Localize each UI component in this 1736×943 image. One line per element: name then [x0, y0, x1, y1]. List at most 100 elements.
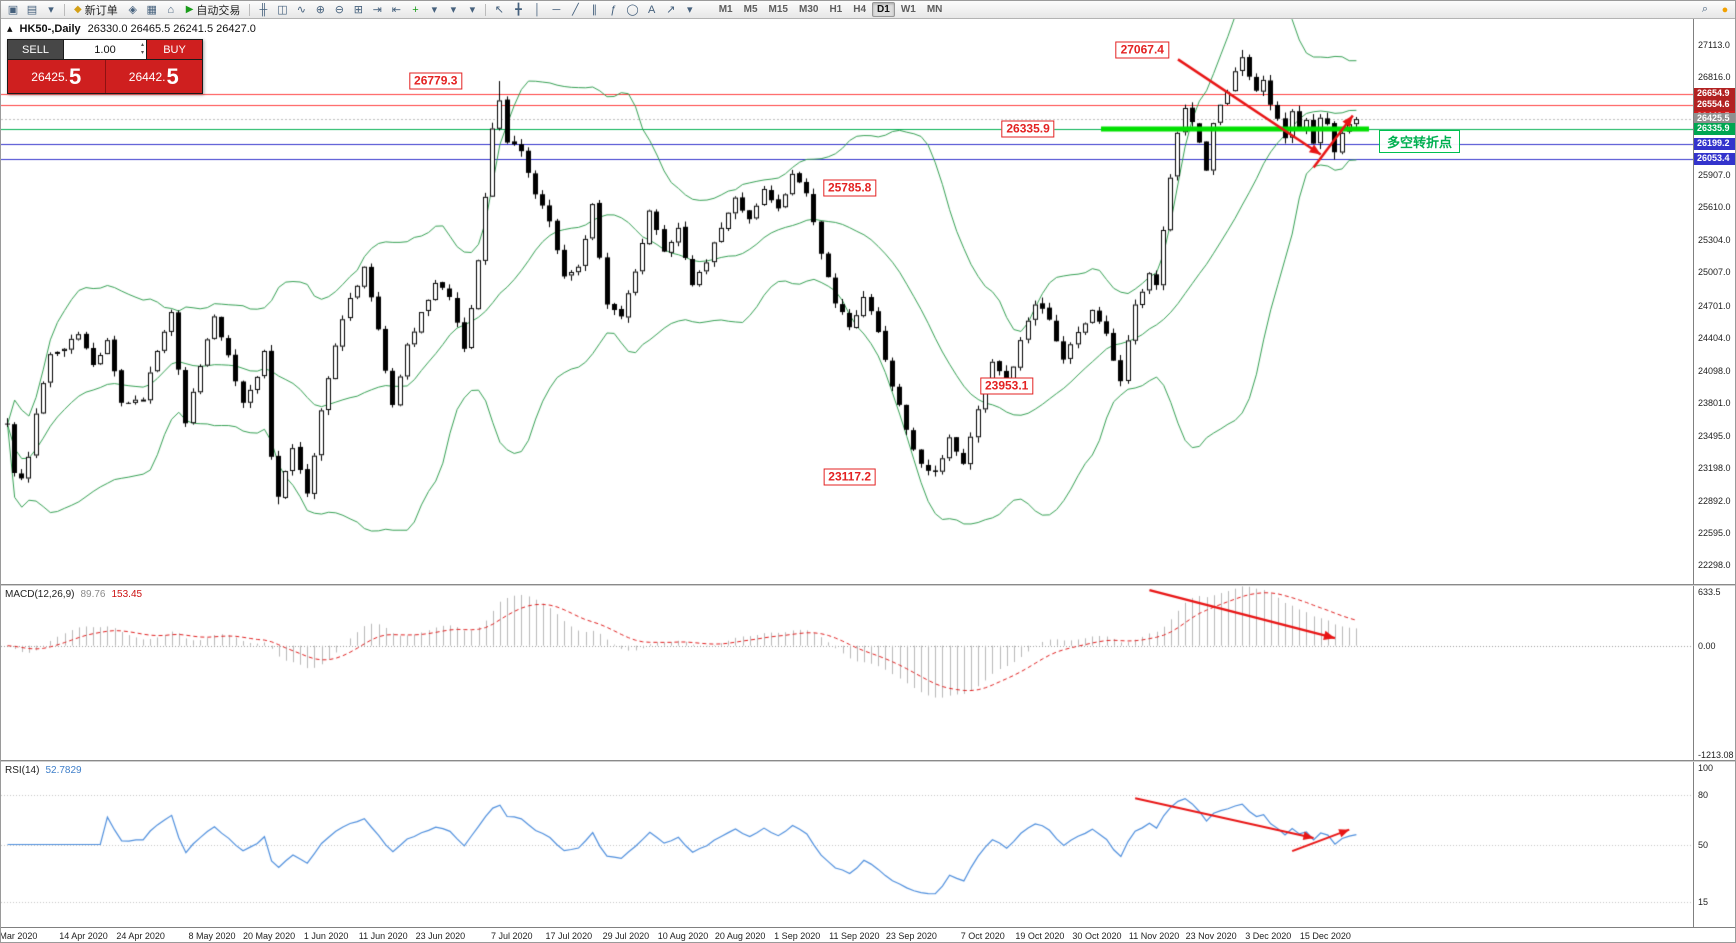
price-axis-tick: 25007.0 — [1698, 267, 1731, 278]
economic-calendar-icon[interactable]: ▦ — [146, 4, 157, 16]
text-icon[interactable]: A — [648, 3, 656, 16]
price-axis-tick: 27113.0 — [1698, 40, 1730, 51]
new-order-label: 新订单 — [84, 4, 118, 17]
rsi-name: RSI(14) — [5, 765, 40, 776]
volume-spinner-down[interactable]: ▾ — [140, 50, 144, 56]
price-tag: 26335.9 — [1694, 122, 1735, 135]
time-axis-label: 7 Jul 2020 — [490, 931, 533, 941]
timeframe-m15[interactable]: M15 — [768, 4, 788, 15]
rsi-axis-tick: 100 — [1698, 763, 1714, 773]
indicators-caret-icon[interactable]: ▾ — [431, 4, 438, 16]
price-axis-tick: 25304.0 — [1698, 235, 1731, 246]
rsi-axis-tick: 50 — [1698, 839, 1709, 850]
time-axis-label: 31 Mar 2020 — [1, 931, 38, 941]
profiles-icon[interactable]: ▤ — [26, 4, 38, 16]
price-axis[interactable]: 27113.0 26816.0 25907.0 25610.0 25304.0 25007… — [1693, 19, 1735, 927]
auto-trading-icon: ▶ — [185, 4, 194, 15]
time-axis-label: 3 Dec 2020 — [1245, 931, 1292, 941]
auto-trading-button[interactable]: ▶ 自动交易 — [181, 2, 246, 18]
line-chart-icon[interactable]: ∿ — [296, 4, 307, 16]
macd-axis-tick: 0.00 — [1698, 640, 1716, 651]
timeframe-m30[interactable]: M30 — [798, 4, 819, 15]
sell-button[interactable]: SELL — [8, 40, 63, 59]
macd-axis-tick: 633.5 — [1698, 587, 1721, 597]
zoom-in-icon[interactable]: ⊕ — [315, 4, 326, 16]
time-axis-label: 10 Aug 2020 — [657, 931, 709, 941]
sell-price[interactable]: 26425. 5 — [8, 60, 106, 93]
timeframe-w1[interactable]: W1 — [900, 4, 916, 15]
new-chart-icon[interactable]: ▣ — [7, 4, 19, 16]
templates-caret-icon[interactable]: ▾ — [469, 4, 476, 16]
panel-splitter[interactable] — [1, 760, 1735, 762]
time-axis[interactable]: 31 Mar 2020 14 Apr 2020 24 Apr 2020 8 May 2… — [1, 927, 1735, 942]
profiles-caret-icon[interactable]: ▾ — [48, 4, 54, 16]
channel-icon[interactable]: ∥ — [591, 4, 598, 16]
objects-caret-icon[interactable]: ▾ — [686, 4, 693, 16]
buy-button[interactable]: BUY — [147, 40, 202, 59]
rsi-panel-canvas[interactable] — [1, 762, 1693, 927]
periods-caret-icon[interactable]: ▾ — [450, 4, 457, 16]
navigator-icon[interactable]: ⌂ — [167, 3, 175, 16]
chart-shift-icon[interactable]: ⇤ — [391, 4, 402, 16]
vertical-line-icon[interactable]: │ — [533, 3, 541, 16]
auto-trading-label: 自动交易 — [196, 4, 241, 17]
macd-panel-canvas[interactable] — [1, 586, 1693, 760]
volume-input[interactable]: 1.00 ▴ ▾ — [63, 40, 147, 59]
crosshair-icon[interactable]: ╋ — [515, 4, 522, 16]
mql5-icon[interactable]: ◈ — [128, 4, 137, 16]
price-tag: 26654.9 — [1694, 88, 1735, 101]
timeframe-d1[interactable]: D1 — [872, 2, 895, 17]
volume-spinner[interactable]: ▴ ▾ — [140, 42, 144, 56]
zoom-out-icon[interactable]: ⊖ — [334, 4, 345, 16]
ohlc-values: 26330.0 26465.5 26241.5 26427.0 — [87, 22, 256, 35]
price-axis-tick: 25907.0 — [1698, 170, 1731, 181]
indicators-icon[interactable]: + — [412, 3, 419, 16]
price-axis-tick: 26816.0 — [1698, 72, 1731, 83]
shapes-icon[interactable]: ◯ — [626, 4, 639, 16]
cursor-icon[interactable]: ↖ — [494, 4, 505, 16]
timeframe-h1[interactable]: H1 — [829, 4, 843, 15]
auto-scroll-icon[interactable]: ⇥ — [372, 4, 383, 16]
price-axis-tick: 25610.0 — [1698, 202, 1731, 213]
price-tag: 26554.6 — [1694, 99, 1735, 112]
price-tag: 26053.4 — [1694, 153, 1735, 166]
macd-main-value: 89.76 — [80, 589, 106, 600]
new-order-icon: ◆ — [74, 4, 82, 15]
note-label[interactable]: 多空转折点 — [1379, 130, 1461, 153]
time-axis-label: 11 Nov 2020 — [1128, 931, 1180, 941]
macd-name: MACD(12,26,9) — [5, 589, 75, 600]
sell-price-main: 26425. — [31, 69, 68, 84]
time-axis-label: 8 May 2020 — [188, 931, 236, 941]
timeframe-m1[interactable]: M1 — [718, 4, 733, 15]
symbol-period-label: HK50-,Daily — [19, 22, 81, 35]
rsi-value: 52.7829 — [45, 765, 82, 776]
price-axis-tick: 23495.0 — [1698, 430, 1731, 441]
time-axis-label: 14 Apr 2020 — [59, 931, 108, 941]
notification-icon[interactable]: ● — [1721, 3, 1729, 16]
horizontal-line-icon[interactable]: ─ — [552, 3, 561, 16]
buy-price[interactable]: 26442. 5 — [105, 60, 202, 93]
chart-title: ▴ HK50-,Daily 26330.0 26465.5 26241.5 26… — [7, 22, 256, 36]
time-axis-label: 1 Sep 2020 — [774, 931, 821, 941]
rsi-axis-tick: 15 — [1698, 897, 1709, 908]
candlestick-icon[interactable]: ◫ — [277, 4, 288, 16]
new-order-button[interactable]: ◆ 新订单 — [69, 2, 123, 18]
rsi-axis-tick: 80 — [1698, 790, 1709, 800]
buy-price-big: 5 — [166, 63, 179, 89]
ohlc-bars-icon[interactable]: ╫ — [259, 3, 268, 16]
price-axis-tick: 23801.0 — [1698, 397, 1731, 408]
tile-windows-icon[interactable]: ⊞ — [353, 4, 364, 16]
macd-axis-tick: -1213.08 — [1698, 750, 1734, 760]
fibonacci-icon[interactable]: ƒ — [610, 3, 617, 16]
one-click-trading-panel: SELL 1.00 ▴ ▾ BUY 26425. 5 26442. 5 — [7, 39, 203, 94]
price-axis-tick: 24098.0 — [1698, 365, 1731, 376]
panel-splitter[interactable] — [1, 584, 1735, 586]
timeframe-h4[interactable]: H4 — [853, 4, 867, 15]
time-axis-label: 20 May 2020 — [243, 931, 296, 941]
arrows-tool-icon[interactable]: ↗ — [666, 4, 676, 16]
timeframe-m5[interactable]: M5 — [743, 4, 758, 15]
trendline-icon[interactable]: ╱ — [572, 4, 579, 16]
search-icon[interactable]: ⌕ — [1701, 3, 1709, 15]
main-chart-canvas[interactable] — [1, 19, 1693, 584]
timeframe-mn[interactable]: MN — [926, 4, 943, 15]
